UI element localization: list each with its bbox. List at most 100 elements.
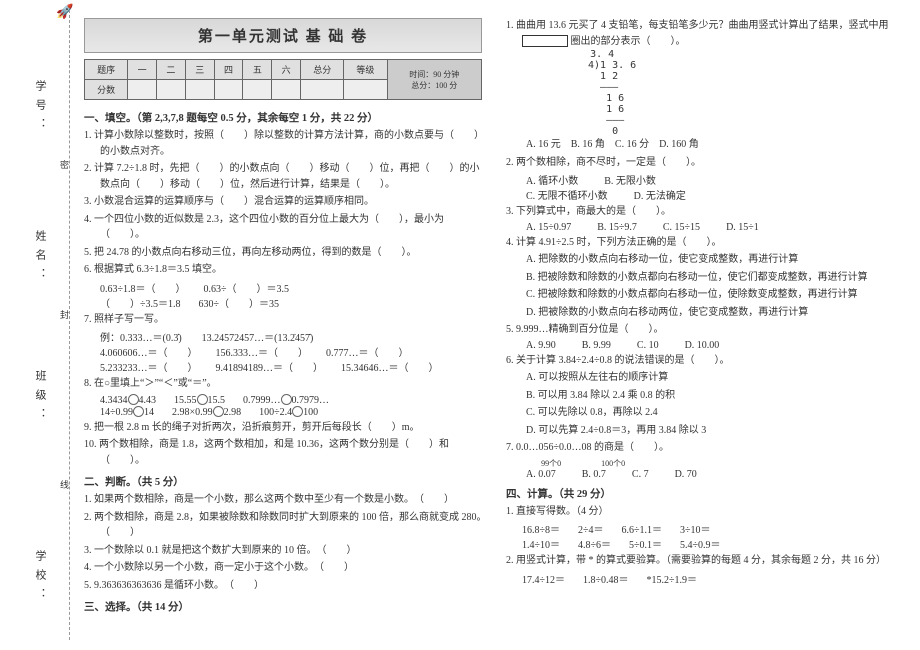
choice-q: 3. 下列算式中，商最大的是（ ）。 [506, 204, 904, 220]
score-cell[interactable] [272, 80, 301, 100]
question: 9. 把一根 2.8 m 长的绳子对折两次，沿折痕剪开，剪开后每段长（ ）m。 [84, 420, 482, 436]
calc-item: 16.8÷8＝ [522, 521, 560, 536]
cmp-item: 0.7999…0.7979… [243, 394, 329, 406]
choice-opt[interactable]: D. 把被除数的小数点向右移动两位，使它变成整数，再进行计算 [506, 305, 904, 321]
judge-text: 4. 一个小数除以另一个小数，商一定小于这个小数。 [84, 562, 309, 573]
score-table: 题序 一 二 三 四 五 六 总分 等级 时间：90 分钟 总分：100 分 分… [84, 59, 482, 100]
choice-opt[interactable]: A. 0.07 [526, 469, 556, 480]
choice-opt[interactable]: B. 15÷9.7 [597, 222, 637, 233]
sub-item: （ ）÷3.5＝1.8 [100, 295, 181, 310]
score-th: 三 [185, 60, 214, 80]
choice-opt[interactable]: C. 7 [632, 469, 649, 480]
long-division: 3. 4 4)1 3. 6 1 2 ——— 1 6 1 6 ——— 0 [582, 49, 904, 137]
choice-opt[interactable]: D. 160 角 [675, 137, 699, 153]
cmp-item: 14÷0.9914 [100, 406, 154, 418]
sub-item: 630÷（ ）＝35 [199, 295, 280, 310]
binding-label: 班级： [32, 370, 48, 427]
score-cell[interactable] [185, 80, 214, 100]
binding-label: 学校： [32, 550, 48, 607]
circle-blank[interactable] [292, 406, 303, 417]
choice-opt[interactable]: B. 9.99 [582, 340, 611, 351]
choice-opt[interactable]: A. 循环小数 [526, 172, 578, 187]
binding-tick: 线 [58, 480, 71, 497]
choice-opt[interactable]: C. 无限不循环小数 [526, 187, 608, 202]
choice-opt[interactable]: C. 可以先除以 0.8，再除以 2.4 [506, 405, 904, 421]
choice-opt[interactable]: B. 把被除数和除数的小数点都向右移动一位，使它们都变成整数，再进行计算 [506, 270, 904, 286]
calc-item: 1.4÷10＝ [522, 536, 560, 551]
calc-item: 3÷10＝ [680, 521, 711, 536]
section-heading: 四、计算。（共 29 分） [506, 486, 904, 501]
cmp-item: 15.5515.5 [174, 394, 225, 406]
calc-item: 5÷0.1＝ [629, 536, 662, 551]
cmp-item: 4.34344.43 [100, 394, 156, 406]
score-cell[interactable] [128, 80, 157, 100]
circle-blank[interactable] [281, 394, 292, 405]
cmp-item: 100÷2.4100 [259, 406, 318, 418]
boxed-blank[interactable] [522, 35, 568, 47]
judge-q: 2. 两个数相除，商是 2.8，如果被除数和除数同时扩大到原来的 100 倍，那… [84, 510, 482, 541]
choice-opt[interactable]: A. 16 元 [542, 137, 561, 153]
sub-item: 0.63÷1.8＝（ ） [100, 280, 186, 295]
judge-text: 5. 9.363636363636 是循环小数。 [84, 580, 219, 591]
calc-item: 2÷4＝ [578, 521, 604, 536]
section-heading: 二、判断。（共 5 分） [84, 474, 482, 489]
question: 1. 计算小数除以整数时，按照（ ）除以整数的计算方法计算，商的小数点要与（ ）… [84, 128, 482, 159]
calc-row: 1.4÷10＝ 4.8÷6＝ 5÷0.1＝ 5.4÷0.9＝ [522, 536, 904, 551]
choice-opt[interactable]: B. 0.7 [582, 469, 606, 480]
score-cell[interactable] [301, 80, 344, 100]
choice-opt[interactable]: D. 10.00 [685, 340, 720, 351]
choice-opt[interactable]: D. 15÷1 [726, 222, 759, 233]
sub-item: 0.63÷（ ）＝3.5 [204, 280, 290, 295]
calc-row: 16.8÷8＝ 2÷4＝ 6.6÷1.1＝ 3÷10＝ [522, 521, 904, 536]
sub-row: （ ）÷3.5＝1.8 630÷（ ）＝35 [100, 295, 482, 310]
sub-item: 5.233233…＝（ ） [100, 359, 198, 374]
score-cell[interactable] [157, 80, 186, 100]
calc-item: 5.4÷0.9＝ [680, 536, 721, 551]
score-th: 题序 [85, 60, 128, 80]
choice-opt[interactable]: C. 16 分 [631, 137, 649, 153]
choice-opt[interactable]: A. 可以按照从左往右的顺序计算 [506, 370, 904, 386]
choice-opt[interactable]: B. 可以用 3.84 除以 2.4 乘 0.8 的积 [506, 388, 904, 404]
question: 6. 根据算式 6.3÷1.8＝3.5 填空。 [84, 262, 482, 278]
circle-blank[interactable] [213, 406, 224, 417]
choice-opt[interactable]: A. 9.90 [526, 340, 556, 351]
sub-row: 例：0.333…＝(0.3̇) 13.24572457…＝(13.2̇457̇) [100, 329, 482, 344]
choice-opt[interactable]: C. 10 [637, 340, 659, 351]
choice-q: 1. 曲曲用 13.6 元买了 4 支铅笔，每支铅笔多少元？曲曲用竖式计算出了结… [506, 18, 904, 153]
sub-row: 4.060606…＝（ ） 156.333…＝（ ） 0.777…＝（ ） [100, 344, 482, 359]
question: 8. 在○里填上“＞”“＜”或“＝”。 [84, 376, 482, 392]
sub-item: 156.333…＝（ ） [216, 344, 309, 359]
choice-opt[interactable]: B. 无限小数 [604, 172, 656, 187]
score-cell[interactable] [344, 80, 387, 100]
judge-q: 3. 一个数除以 0.1 就是把这个数扩大到原来的 10 倍。 （ ） [84, 543, 482, 559]
choice-text: 1. 曲曲用 13.6 元买了 4 支铅笔，每支铅笔多少元？曲曲用竖式计算出了结… [506, 20, 889, 31]
choice-opt[interactable]: B. 16 角 [587, 137, 605, 153]
question: 3. 小数混合运算的运算顺序与（ ）混合运算的运算顺序相同。 [84, 194, 482, 210]
choice-opt[interactable]: A. 15÷0.97 [526, 222, 571, 233]
score-th: 六 [272, 60, 301, 80]
choice-opt[interactable]: C. 把被除数和除数的小数点都向右移动一位，使除数变成整数，再进行计算 [506, 287, 904, 303]
circle-blank[interactable] [197, 394, 208, 405]
sub-item: 15.34646…＝（ ） [341, 359, 439, 374]
choice-opt[interactable]: D. 70 [675, 469, 697, 480]
meta-total: 总分：100 分 [392, 80, 477, 91]
choice-opt[interactable]: D. 可以先算 2.4÷0.8＝3，再用 3.84 除以 3 [506, 423, 904, 439]
choice-q: 4. 计算 4.91÷2.5 时，下列方法正确的是（ ）。 [506, 235, 904, 251]
calc-row: 17.4÷12＝ 1.8÷0.48＝ *15.2÷1.9＝ [522, 571, 904, 586]
subsection: 1. 直接写得数。（4 分） [506, 504, 904, 520]
score-th: 四 [214, 60, 243, 80]
subsection: 2. 用竖式计算，带 * 的算式要验算。（需要验算的每题 4 分，其余每题 2 … [506, 553, 904, 569]
choice-opt[interactable]: D. 无法确定 [634, 187, 686, 202]
choice-opt[interactable]: C. 15÷15 [663, 222, 700, 233]
circle-blank[interactable] [128, 394, 139, 405]
circle-blank[interactable] [133, 406, 144, 417]
score-th: 等级 [344, 60, 387, 80]
cmp-item: 2.98×0.992.98 [172, 406, 241, 418]
binding-label: 学号： [32, 80, 48, 137]
score-cell[interactable] [214, 80, 243, 100]
binding-label: 姓名： [32, 230, 48, 287]
choice-text: 圈出的部分表示（ ）。 [571, 36, 686, 47]
score-cell[interactable] [243, 80, 272, 100]
choice-opt[interactable]: A. 把除数的小数点向右移动一位，使它变成整数，再进行计算 [506, 252, 904, 268]
sub-row: 14÷0.9914 2.98×0.992.98 100÷2.4100 [100, 406, 482, 418]
